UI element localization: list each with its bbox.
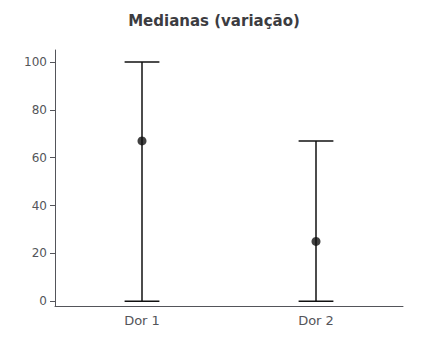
svg-text:Medianas (variação): Medianas (variação) <box>128 12 300 30</box>
svg-text:60: 60 <box>32 151 47 165</box>
svg-text:0: 0 <box>39 294 47 308</box>
svg-text:40: 40 <box>32 199 47 213</box>
svg-text:Dor 1: Dor 1 <box>124 313 160 328</box>
svg-text:80: 80 <box>32 103 47 117</box>
svg-text:Dor 2: Dor 2 <box>298 313 334 328</box>
svg-text:20: 20 <box>32 246 47 260</box>
svg-text:100: 100 <box>24 55 47 69</box>
